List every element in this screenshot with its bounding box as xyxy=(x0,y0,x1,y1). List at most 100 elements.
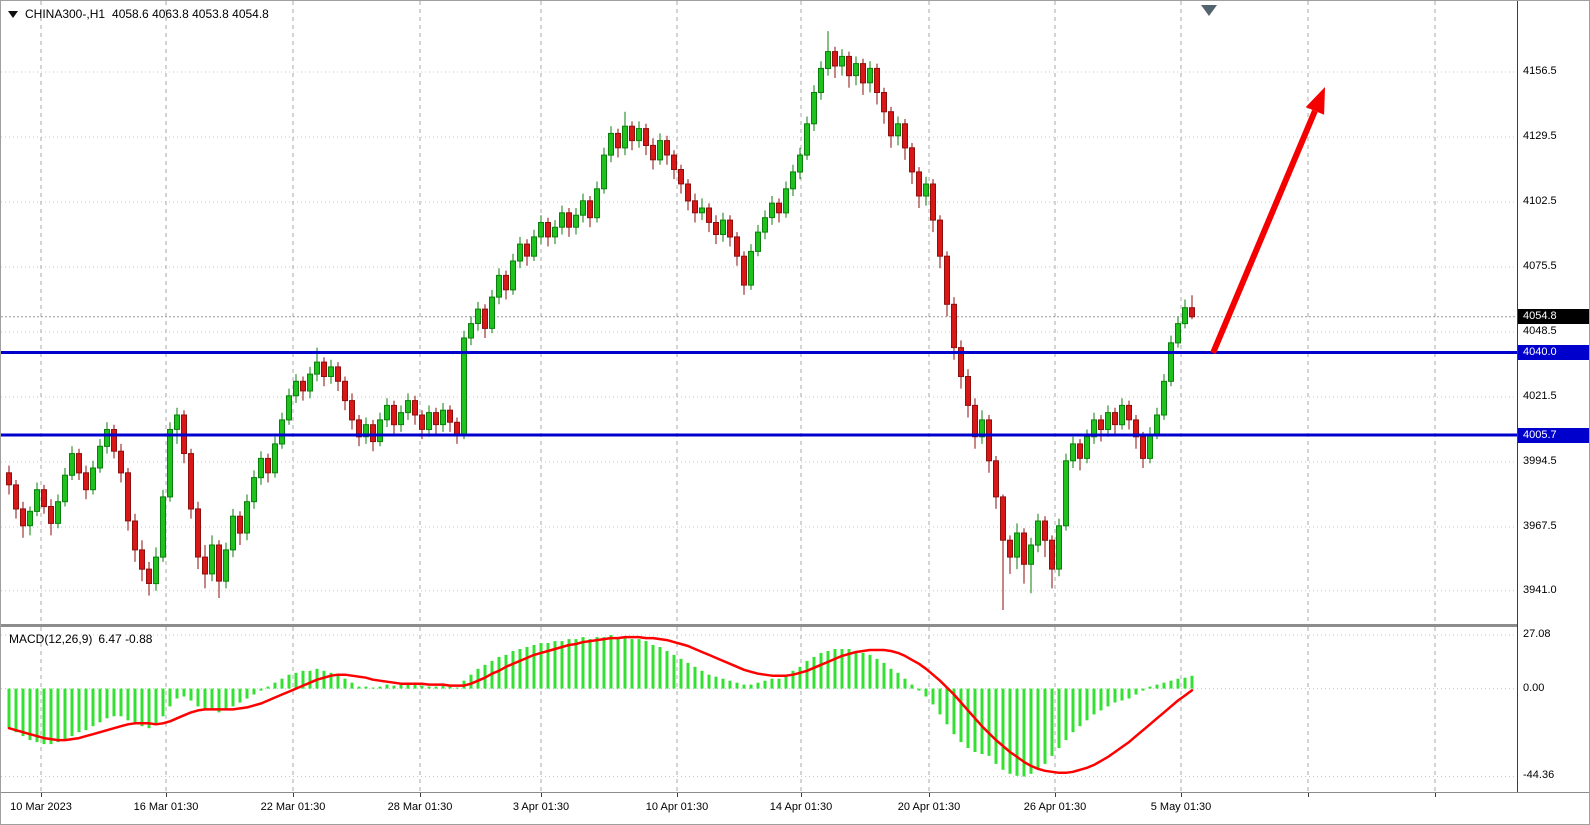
candle xyxy=(146,561,152,596)
candle xyxy=(580,193,586,223)
candle xyxy=(587,196,593,228)
price-tick-label: 3941.0 xyxy=(1523,584,1557,596)
time-label: 14 Apr 01:30 xyxy=(769,801,833,813)
trend-arrow[interactable] xyxy=(1210,87,1325,355)
time-label: 10 Apr 01:30 xyxy=(645,801,709,813)
candle xyxy=(734,232,740,266)
time-label: 28 Mar 01:30 xyxy=(387,801,453,813)
candle xyxy=(118,443,124,483)
candle xyxy=(1098,415,1104,442)
candle xyxy=(993,456,999,509)
candle xyxy=(888,106,894,148)
time-tick xyxy=(1308,793,1309,797)
candle xyxy=(930,179,936,233)
candle xyxy=(839,49,845,76)
candle xyxy=(48,499,54,536)
candle xyxy=(517,236,523,269)
candle xyxy=(335,362,341,391)
candle xyxy=(573,208,579,235)
candle xyxy=(503,270,509,300)
price-chart-canvas[interactable] xyxy=(1,1,1517,624)
current-price-label: 4054.8 xyxy=(1518,309,1589,324)
macd-panel[interactable] xyxy=(1,627,1517,792)
candle xyxy=(979,410,985,444)
candle xyxy=(531,229,537,261)
candle xyxy=(230,508,236,558)
candle xyxy=(293,374,299,403)
candle xyxy=(482,304,488,338)
candle xyxy=(244,494,250,541)
candle xyxy=(1182,299,1188,329)
macd-histogram xyxy=(7,635,1194,777)
time-axis[interactable]: 10 Mar 2023 16 Mar 01:30 22 Mar 01:30 28 Ma… xyxy=(1,793,1589,824)
symbol-label: CHINA300-,H1 xyxy=(25,7,106,21)
panel-divider xyxy=(1,624,1517,627)
candle xyxy=(664,135,670,165)
candle xyxy=(125,468,131,531)
candle xyxy=(566,208,572,237)
price-tick-label: 4048.5 xyxy=(1523,325,1557,337)
candle xyxy=(1112,407,1118,435)
candle xyxy=(265,453,271,483)
candle xyxy=(909,143,915,184)
price-tick-label: 4075.5 xyxy=(1523,260,1557,272)
candle xyxy=(202,545,208,589)
candle xyxy=(811,85,817,131)
candle xyxy=(1035,513,1041,553)
candle xyxy=(1133,415,1139,449)
candle xyxy=(405,393,411,420)
macd-indicator-label: MACD(12,26,9) 6.47 -0.88 xyxy=(9,632,152,646)
price-chart-panel[interactable] xyxy=(1,1,1517,624)
candle xyxy=(41,484,47,514)
time-tick xyxy=(1055,793,1056,797)
candle xyxy=(447,405,453,432)
candle xyxy=(1091,412,1097,444)
candles-layer xyxy=(6,31,1195,610)
candle xyxy=(636,121,642,148)
candle xyxy=(1161,374,1167,420)
candle xyxy=(76,448,82,480)
candle xyxy=(1175,316,1181,348)
candle xyxy=(559,205,565,235)
candle xyxy=(832,46,838,78)
price-tick-label: 4102.5 xyxy=(1523,195,1557,207)
candle xyxy=(755,224,761,257)
candle xyxy=(356,415,362,447)
candle xyxy=(825,31,831,76)
chart-header: CHINA300-,H1 4058.6 4063.8 4053.8 4054.8 xyxy=(8,7,269,21)
candle xyxy=(881,87,887,124)
macd-tick-label: 27.08 xyxy=(1523,628,1551,640)
candle xyxy=(27,506,33,536)
candle xyxy=(160,489,166,562)
chart-shift-marker-icon[interactable] xyxy=(1201,5,1217,16)
candle xyxy=(412,395,418,425)
candle xyxy=(944,251,950,317)
candle xyxy=(209,535,215,582)
candle xyxy=(797,147,803,180)
macd-canvas[interactable] xyxy=(1,627,1517,792)
candle xyxy=(111,424,117,459)
candle xyxy=(762,210,768,240)
time-label: 16 Mar 01:30 xyxy=(133,801,199,813)
candle xyxy=(1021,528,1027,584)
candle xyxy=(181,410,187,464)
macd-grid-layer xyxy=(1,627,1517,792)
candle xyxy=(62,468,68,507)
candle xyxy=(1070,436,1076,468)
candle xyxy=(300,376,306,401)
candle xyxy=(461,330,467,440)
price-axis[interactable]: 4156.5 4129.5 4102.5 4075.5 4048.5 4021.5 3994… xyxy=(1518,1,1589,792)
candle xyxy=(426,405,432,437)
candle xyxy=(342,376,348,411)
candle xyxy=(1063,453,1069,531)
candle xyxy=(678,164,684,194)
candle xyxy=(727,215,733,247)
hline-price-label: 4005.7 xyxy=(1518,428,1589,443)
candle xyxy=(643,123,649,156)
candle xyxy=(20,501,26,538)
candle xyxy=(1147,427,1153,464)
candle xyxy=(1007,535,1013,574)
macd-tick-label: -44.36 xyxy=(1523,769,1555,781)
candle xyxy=(349,393,355,430)
